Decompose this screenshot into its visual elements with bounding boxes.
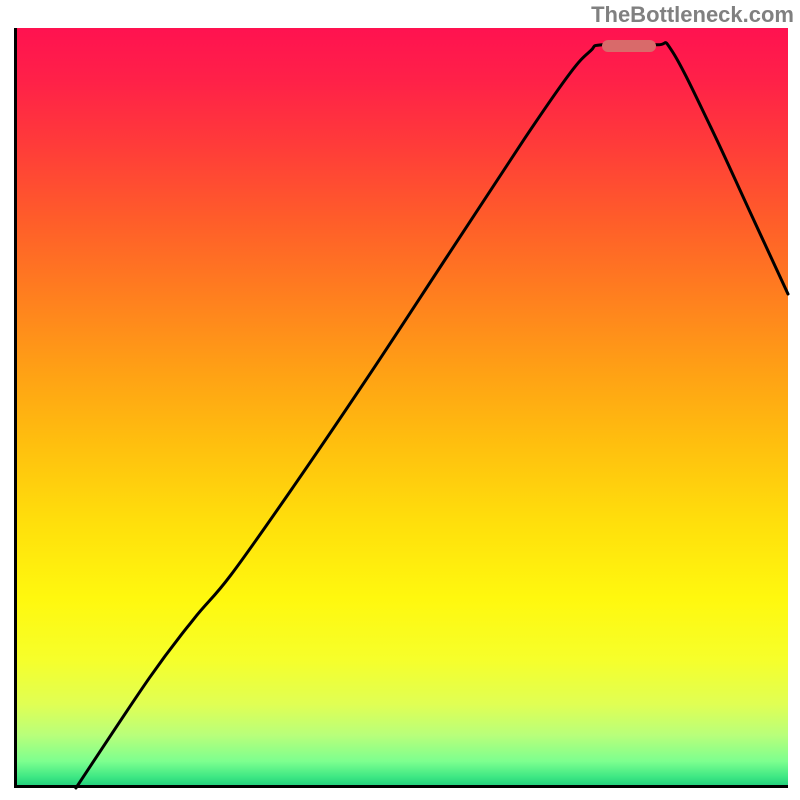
watermark-text: TheBottleneck.com bbox=[591, 2, 794, 28]
optimal-range-marker bbox=[602, 40, 656, 52]
bottleneck-curve bbox=[76, 43, 788, 788]
curve-layer bbox=[14, 28, 788, 788]
y-axis bbox=[14, 28, 17, 788]
bottleneck-chart: TheBottleneck.com bbox=[0, 0, 800, 800]
plot-area bbox=[14, 28, 788, 788]
x-axis bbox=[14, 785, 788, 788]
